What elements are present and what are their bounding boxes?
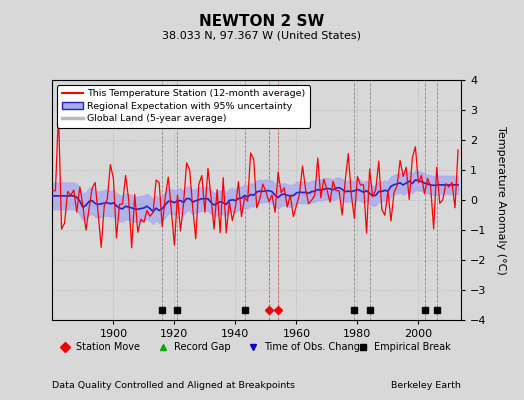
Text: Data Quality Controlled and Aligned at Breakpoints: Data Quality Controlled and Aligned at B… xyxy=(52,381,296,390)
Text: NEWTON 2 SW: NEWTON 2 SW xyxy=(199,14,325,29)
Text: Station Move: Station Move xyxy=(76,342,140,352)
Text: Record Gap: Record Gap xyxy=(174,342,231,352)
Text: Berkeley Earth: Berkeley Earth xyxy=(391,381,461,390)
Text: 38.033 N, 97.367 W (United States): 38.033 N, 97.367 W (United States) xyxy=(162,30,362,40)
Text: Empirical Break: Empirical Break xyxy=(375,342,451,352)
Y-axis label: Temperature Anomaly (°C): Temperature Anomaly (°C) xyxy=(496,126,506,274)
Legend: This Temperature Station (12-month average), Regional Expectation with 95% uncer: This Temperature Station (12-month avera… xyxy=(57,85,310,128)
Text: Time of Obs. Change: Time of Obs. Change xyxy=(264,342,366,352)
